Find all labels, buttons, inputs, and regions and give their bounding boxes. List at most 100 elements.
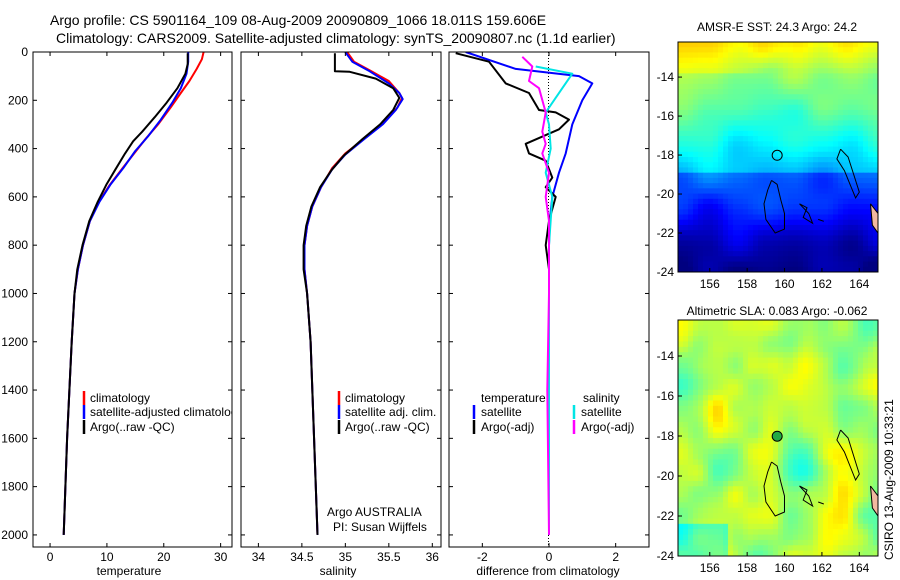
heatmap-cell bbox=[698, 470, 704, 477]
heatmap-cell bbox=[733, 507, 739, 514]
heatmap-cell bbox=[813, 99, 819, 106]
heatmap-cell bbox=[718, 443, 724, 450]
heatmap-cell bbox=[793, 125, 799, 132]
heatmap-cell bbox=[843, 104, 849, 111]
heatmap-cell bbox=[713, 336, 719, 343]
heatmap-cell bbox=[683, 513, 689, 520]
heatmap-cell bbox=[758, 125, 764, 132]
heatmap-cell bbox=[798, 104, 804, 111]
heatmap-cell bbox=[713, 325, 719, 332]
heatmap-cell bbox=[688, 518, 694, 525]
heatmap-cell bbox=[748, 89, 754, 95]
heatmap-cell bbox=[708, 362, 714, 369]
heatmap-cell bbox=[693, 346, 699, 353]
heatmap-cell bbox=[858, 550, 864, 556]
heatmap-cell bbox=[778, 325, 784, 332]
heatmap-cell bbox=[733, 214, 739, 221]
heatmap-cell bbox=[688, 395, 694, 402]
heatmap-cell bbox=[683, 109, 689, 116]
heatmap-cell bbox=[738, 529, 744, 536]
heatmap-cell bbox=[828, 120, 834, 127]
heatmap-cell bbox=[828, 146, 834, 153]
heatmap-cell bbox=[818, 448, 824, 455]
heatmap-cell bbox=[783, 162, 789, 169]
heatmap-cell bbox=[768, 502, 774, 509]
heatmap-cell bbox=[823, 204, 829, 210]
heatmap-cell bbox=[733, 130, 739, 137]
heatmap-cell bbox=[738, 209, 744, 216]
heatmap-cell bbox=[738, 550, 744, 556]
heatmap-cell bbox=[688, 346, 694, 353]
heatmap-cell bbox=[678, 251, 684, 257]
heatmap-cell bbox=[858, 416, 864, 423]
heatmap-cell bbox=[848, 141, 854, 148]
heatmap-cell bbox=[743, 167, 749, 174]
heatmap-cell bbox=[808, 341, 814, 348]
heatmap-cell bbox=[768, 539, 774, 546]
heatmap-cell bbox=[768, 204, 774, 210]
heatmap-cell bbox=[718, 480, 724, 487]
heatmap-cell bbox=[833, 362, 839, 369]
heatmap-cell bbox=[778, 427, 784, 434]
heatmap-cell bbox=[773, 534, 779, 541]
heatmap-cell bbox=[768, 224, 774, 231]
heatmap-cell bbox=[733, 529, 739, 536]
heatmap-cell bbox=[748, 379, 754, 385]
heatmap-cell bbox=[743, 146, 749, 153]
x-tick-label: 35 bbox=[339, 550, 353, 564]
heatmap-cell bbox=[843, 214, 849, 221]
heatmap-cell bbox=[818, 534, 824, 541]
heatmap-cell bbox=[788, 368, 794, 375]
heatmap-cell bbox=[778, 62, 784, 69]
heatmap-cell bbox=[678, 130, 684, 137]
heatmap-cell bbox=[713, 523, 719, 530]
heatmap-cell bbox=[698, 464, 704, 471]
heatmap-cell bbox=[703, 47, 709, 54]
heatmap-cell bbox=[713, 52, 719, 59]
heatmap-cell bbox=[748, 368, 754, 375]
heatmap-cell bbox=[753, 352, 759, 359]
heatmap-cell bbox=[788, 151, 794, 158]
heatmap-cell bbox=[843, 475, 849, 482]
heatmap-cell bbox=[778, 373, 784, 380]
heatmap-cell bbox=[753, 141, 759, 148]
heatmap-cell bbox=[858, 470, 864, 477]
heatmap-cell bbox=[803, 230, 809, 237]
heatmap-cell bbox=[783, 52, 789, 59]
heatmap-cell bbox=[743, 193, 749, 200]
heatmap-cell bbox=[808, 73, 814, 80]
heatmap-cell bbox=[748, 62, 754, 69]
heatmap-cell bbox=[803, 198, 809, 205]
heatmap-cell bbox=[773, 183, 779, 189]
heatmap-cell bbox=[818, 230, 824, 237]
heatmap-cell bbox=[708, 73, 714, 80]
heatmap-cell bbox=[848, 529, 854, 536]
heatmap-cell bbox=[833, 459, 839, 466]
heatmap-cell bbox=[833, 157, 839, 163]
heatmap-cell bbox=[708, 177, 714, 184]
heatmap-cell bbox=[698, 448, 704, 455]
heatmap-cell bbox=[693, 162, 699, 169]
heatmap-cell bbox=[828, 251, 834, 257]
heatmap-cell bbox=[678, 240, 684, 247]
heatmap-cell bbox=[718, 146, 724, 153]
heatmap-cell bbox=[858, 502, 864, 509]
heatmap-cell bbox=[698, 52, 704, 59]
heatmap-cell bbox=[708, 115, 714, 122]
heatmap-cell bbox=[798, 346, 804, 353]
heatmap-cell bbox=[848, 491, 854, 498]
heatmap-cell bbox=[763, 379, 769, 385]
heatmap-cell bbox=[728, 346, 734, 353]
heatmap-cell bbox=[828, 352, 834, 359]
heatmap-cell bbox=[823, 256, 829, 263]
heatmap-cell bbox=[788, 125, 794, 132]
heatmap-cell bbox=[863, 448, 869, 455]
heatmap-cell bbox=[683, 389, 689, 396]
heatmap-cell bbox=[728, 52, 734, 59]
heatmap-cell bbox=[723, 78, 729, 85]
heatmap-cell bbox=[718, 209, 724, 216]
heatmap-cell bbox=[778, 115, 784, 122]
heatmap-cell bbox=[873, 235, 878, 242]
heatmap-cell bbox=[688, 320, 694, 326]
heatmap-cell bbox=[703, 146, 709, 153]
